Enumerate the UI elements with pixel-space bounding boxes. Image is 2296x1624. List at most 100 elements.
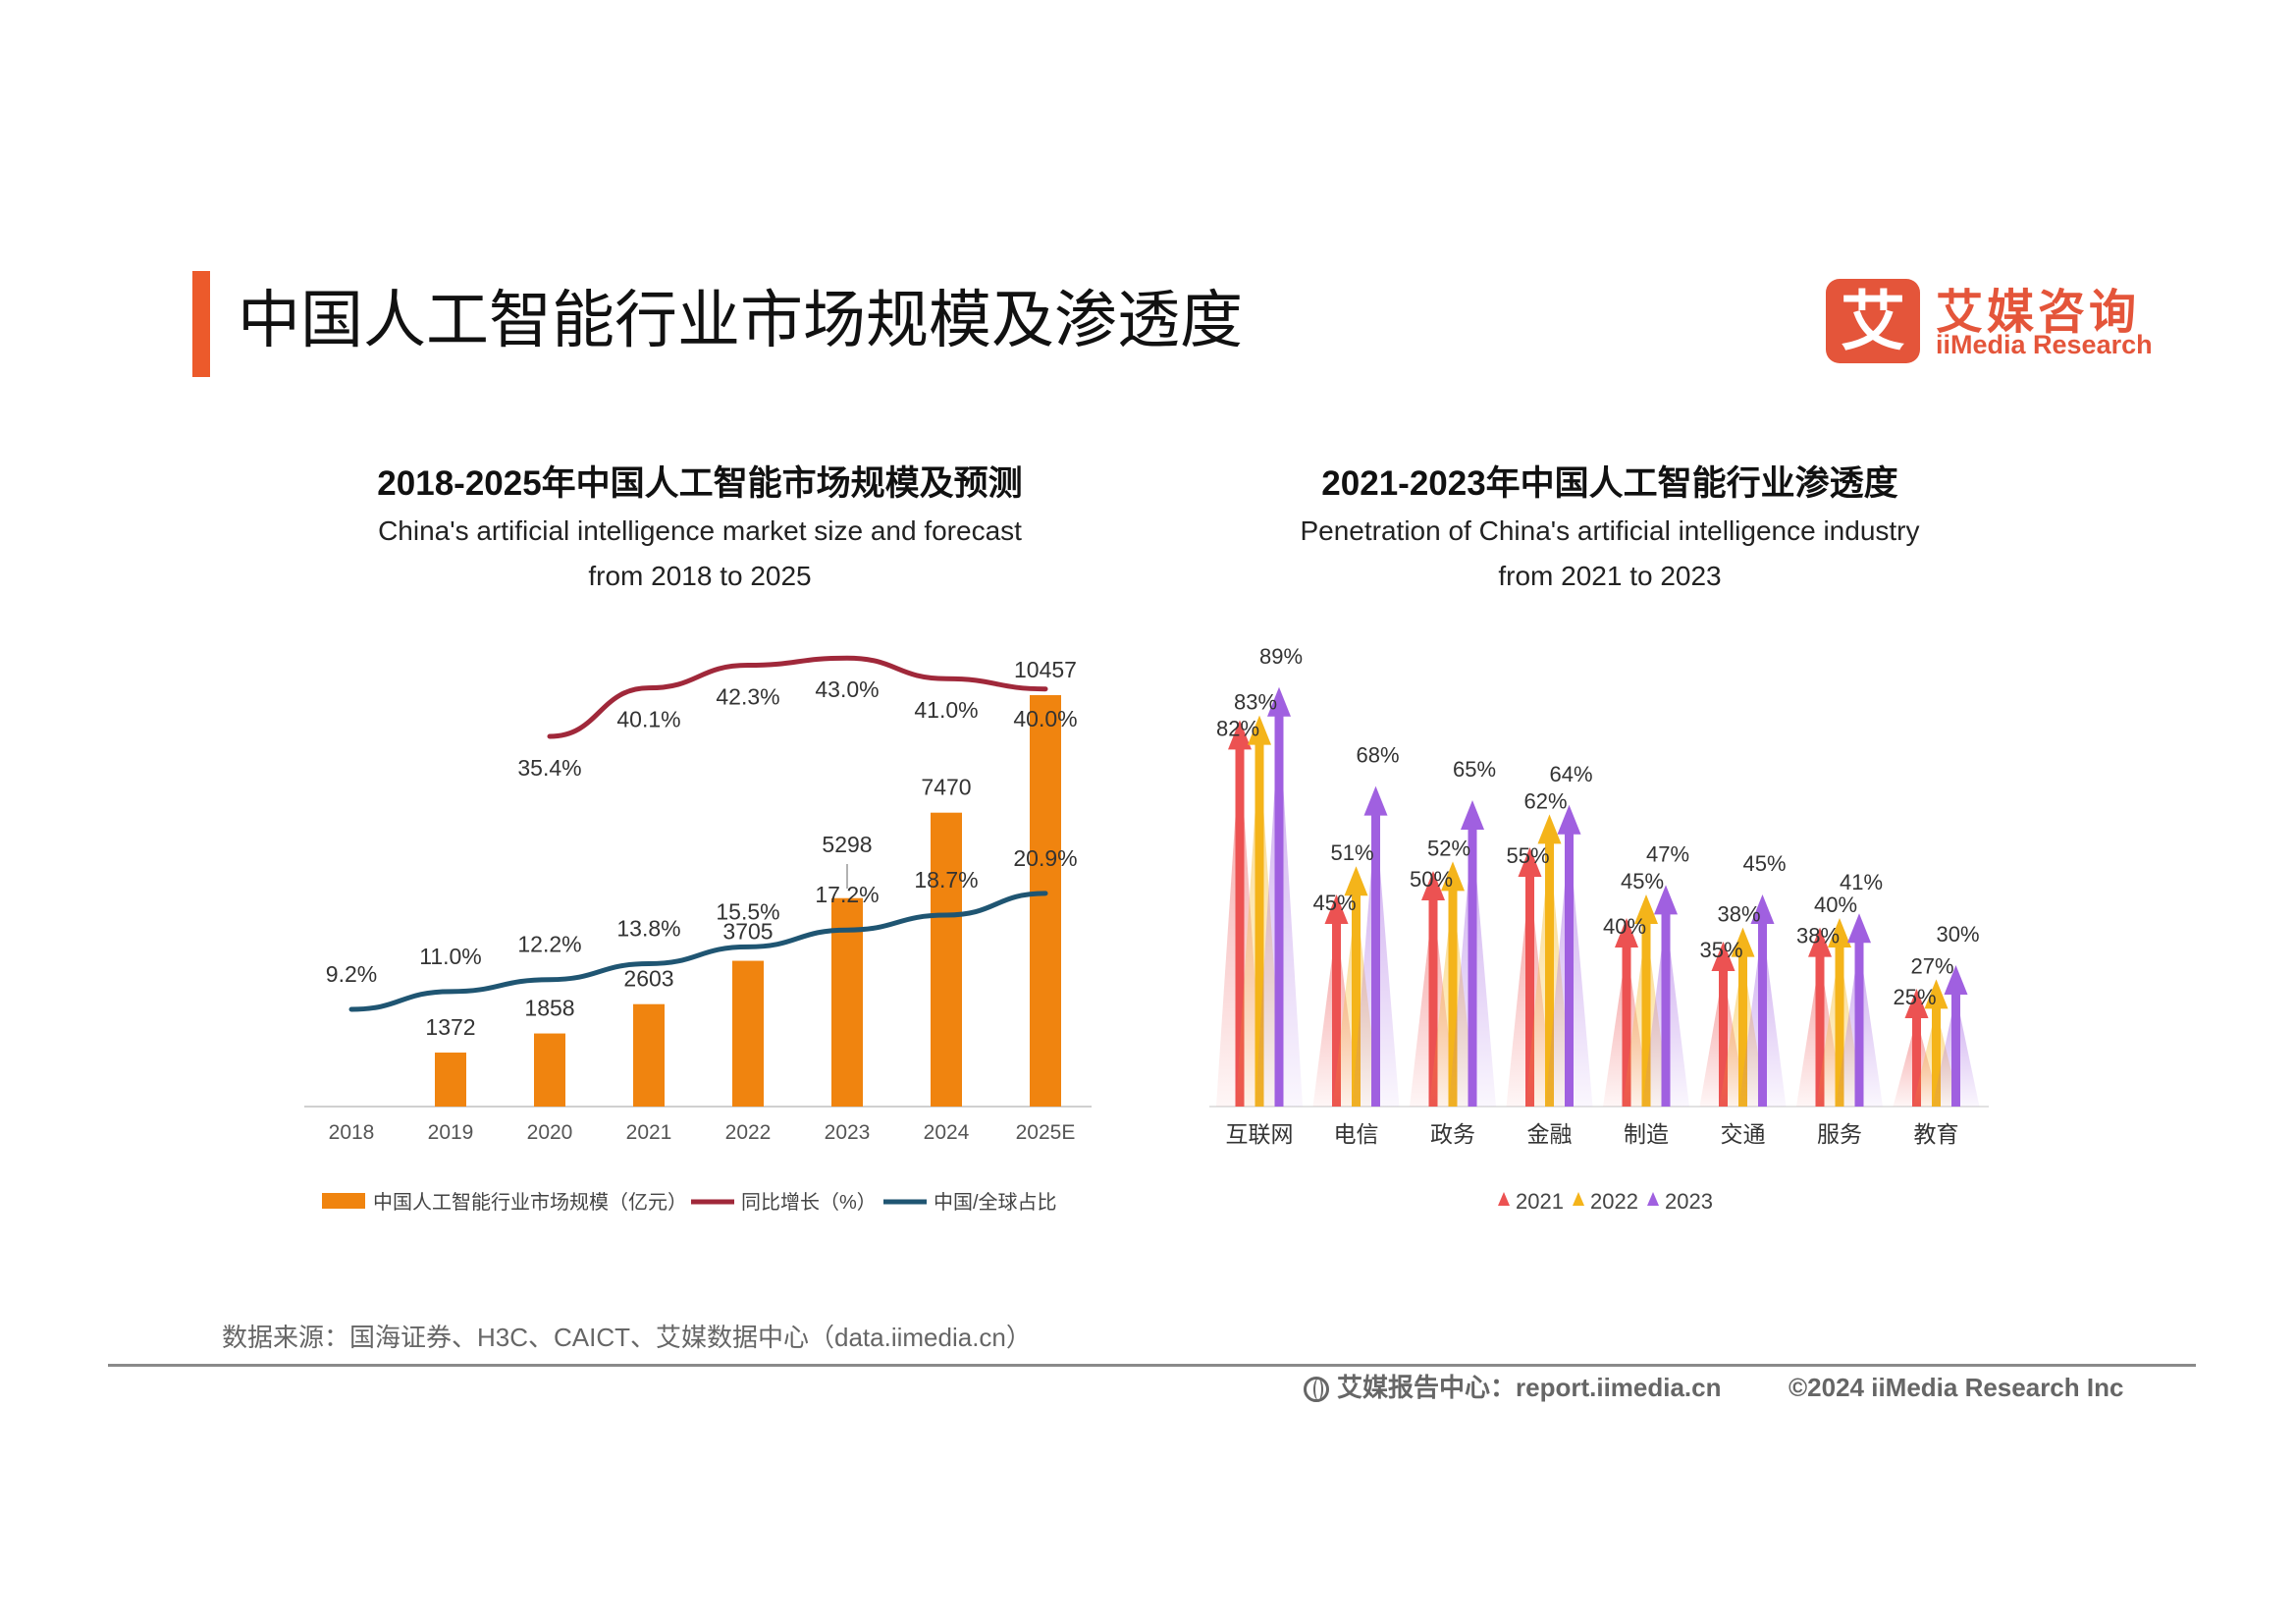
chart2-arrow-head-金融-2022 [1537, 814, 1562, 844]
chart2-label-交通-2023: 45% [1742, 851, 1786, 876]
chart1-x-tick-2022: 2022 [725, 1121, 772, 1144]
chart2-x-tick-教育: 教育 [1914, 1121, 1959, 1147]
chart2-label-教育-2023: 30% [1936, 922, 1979, 947]
chart2-arrow-shaft-金融-2023 [1565, 828, 1574, 1107]
chart1-x-tick-2020: 2020 [527, 1121, 573, 1144]
chart2-arrow-head-制造-2021 [1615, 918, 1638, 947]
chart2-label-教育-2022: 27% [1910, 953, 1953, 978]
chart2-arrow-head-电信-2021 [1324, 894, 1349, 924]
chart2-x-tick-制造: 制造 [1624, 1121, 1669, 1147]
chart1-share-label-2025E: 20.9% [1013, 845, 1077, 871]
chart1-subtitle-line1: China's artificial intelligence market s… [378, 515, 1022, 546]
chart2-label-电信-2021: 45% [1312, 891, 1356, 915]
chart2-label-金融-2021: 55% [1506, 843, 1549, 868]
chart2-x-tick-交通: 交通 [1721, 1121, 1766, 1147]
chart2-arrow-shaft-制造-2021 [1622, 942, 1631, 1107]
chart2-label-制造-2022: 45% [1621, 869, 1664, 893]
chart2-arrow-head-电信-2022 [1344, 866, 1368, 896]
chart2-arrow-shaft-交通-2022 [1738, 950, 1747, 1107]
chart2-arrow-head-交通-2021 [1711, 942, 1735, 971]
chart1-bar-2020 [534, 1033, 565, 1107]
chart2-arrow-shaft-政务-2022 [1448, 885, 1458, 1107]
chart1-subtitle-line2: from 2018 to 2025 [588, 561, 812, 591]
brand-logo: 艾 艾媒咨询 iiMedia Research [1826, 279, 2162, 363]
chart1-bar-label-2022: 3705 [722, 919, 773, 945]
chart2-arrow-shaft-交通-2021 [1719, 965, 1728, 1107]
chart2-arrow-head-服务-2022 [1828, 918, 1851, 947]
chart1-x-tick-2021: 2021 [626, 1121, 672, 1144]
title-accent-bar [192, 271, 210, 377]
chart1-x-tick-2025E: 2025E [1016, 1121, 1076, 1144]
chart1-legend-swatch-bar [322, 1193, 365, 1209]
chart1-title: 2018-2025年中国人工智能市场规模及预测 [377, 464, 1023, 503]
chart2-arrow-shaft-教育-2023 [1951, 989, 1960, 1107]
chart2-x-tick-服务: 服务 [1817, 1121, 1862, 1147]
footer-report-link[interactable]: 艾媒报告中心：report.iimedia.cn [1304, 1367, 1722, 1408]
chart2-arrow-shaft-政务-2023 [1468, 824, 1477, 1107]
chart2-arrow-shaft-金融-2021 [1525, 871, 1534, 1107]
chart2-arrow-shaft-服务-2022 [1835, 942, 1844, 1107]
chart1-bar-2023 [831, 897, 863, 1107]
chart2-arrow-head-互联网-2023 [1267, 686, 1291, 717]
chart1-share-label-2021: 13.8% [616, 916, 680, 942]
chart2-legend-swatch-2022 [1573, 1192, 1584, 1206]
chart1-growth-line [547, 655, 1048, 739]
data-source-note: 数据来源：国海证券、H3C、CAICT、艾媒数据中心（data.iimedia.… [222, 1323, 1032, 1352]
logo-name-cn: 艾媒咨询 [1936, 287, 2141, 339]
chart1-growth-label-2023: 43.0% [815, 677, 879, 702]
chart2-label-教育-2021: 25% [1893, 985, 1936, 1009]
chart2-arrow-shaft-服务-2023 [1854, 937, 1864, 1107]
chart2-arrow-shaft-制造-2023 [1661, 908, 1671, 1107]
chart1-share-label-2020: 12.2% [517, 932, 581, 957]
chart1-share-label-2023: 17.2% [815, 882, 879, 907]
chart1-bar-2025E [1030, 695, 1061, 1107]
chart1-share-label-2018: 9.2% [326, 961, 377, 987]
chart1-header: 2018-2025年中国人工智能市场规模及预测 China's artifici… [294, 460, 1105, 599]
chart2-legend-swatch-2023 [1647, 1192, 1659, 1206]
chart2-label-电信-2022: 51% [1330, 840, 1373, 865]
chart2-arrow-shaft-电信-2023 [1371, 809, 1380, 1107]
chart2-label-金融-2022: 62% [1523, 788, 1567, 813]
chart1-bar-label-2024: 7470 [921, 775, 971, 800]
chart2-arrow-head-服务-2023 [1847, 913, 1871, 944]
chart2-arrow-head-交通-2023 [1750, 894, 1775, 924]
chart1-bar-2019 [435, 1053, 466, 1107]
chart1-legend-label-share: 中国/全球占比 [934, 1191, 1057, 1214]
chart2-legend-swatch-2021 [1498, 1192, 1510, 1206]
chart2-arrow-shaft-金融-2022 [1545, 838, 1554, 1107]
chart2-label-政务-2023: 65% [1453, 757, 1496, 782]
chart2-arrow-head-制造-2022 [1634, 894, 1658, 924]
chart2-label-互联网-2021: 82% [1216, 716, 1259, 740]
chart2-arrow-head-服务-2021 [1808, 927, 1832, 957]
chart1-share-line [348, 891, 1048, 1012]
chart1-legend-label-bar: 中国人工智能行业市场规模（亿元） [373, 1191, 687, 1214]
chart2-legend-label-2023: 2023 [1665, 1189, 1713, 1214]
chart1-bar-2021 [633, 1003, 665, 1107]
chart1-bar-2024 [931, 812, 962, 1107]
globe-icon [1304, 1377, 1329, 1402]
chart1-growth-label-2021: 40.1% [616, 707, 680, 732]
footer-copyright: ©2024 iiMedia Research Inc [1789, 1373, 2124, 1402]
chart1-share-label-2019: 11.0% [419, 944, 482, 969]
chart1-bar-label-2021: 2603 [623, 966, 673, 992]
chart2-legend-label-2021: 2021 [1516, 1189, 1564, 1214]
chart1-growth-label-2024: 41.0% [914, 697, 978, 723]
chart2-arrow-head-交通-2022 [1731, 927, 1755, 957]
chart2-arrow-shaft-教育-2021 [1912, 1012, 1921, 1107]
chart2-label-服务-2023: 41% [1840, 870, 1883, 894]
chart2-legend-label-2022: 2022 [1590, 1189, 1638, 1214]
chart2-arrow-head-政务-2021 [1421, 871, 1445, 900]
page-title: 中国人工智能行业市场规模及渗透度 [238, 285, 1243, 355]
chart2-arrow-head-金融-2023 [1557, 804, 1581, 835]
chart2-arrow-head-教育-2021 [1904, 989, 1929, 1018]
logo-mark: 艾 [1826, 279, 1920, 363]
chart2-arrow-shaft-电信-2022 [1352, 890, 1361, 1107]
chart2-title: 2021-2023年中国人工智能行业渗透度 [1321, 464, 1898, 503]
footer-report-text: 艾媒报告中心：report.iimedia.cn [1337, 1373, 1722, 1402]
chart2-label-服务-2021: 38% [1796, 924, 1840, 948]
chart2-label-制造-2023: 47% [1646, 841, 1689, 866]
chart2-header: 2021-2023年中国人工智能行业渗透度 Penetration of Chi… [1227, 460, 1993, 599]
chart2-subtitle-line2: from 2021 to 2023 [1498, 561, 1722, 591]
chart2-x-tick-金融: 金融 [1527, 1121, 1573, 1147]
